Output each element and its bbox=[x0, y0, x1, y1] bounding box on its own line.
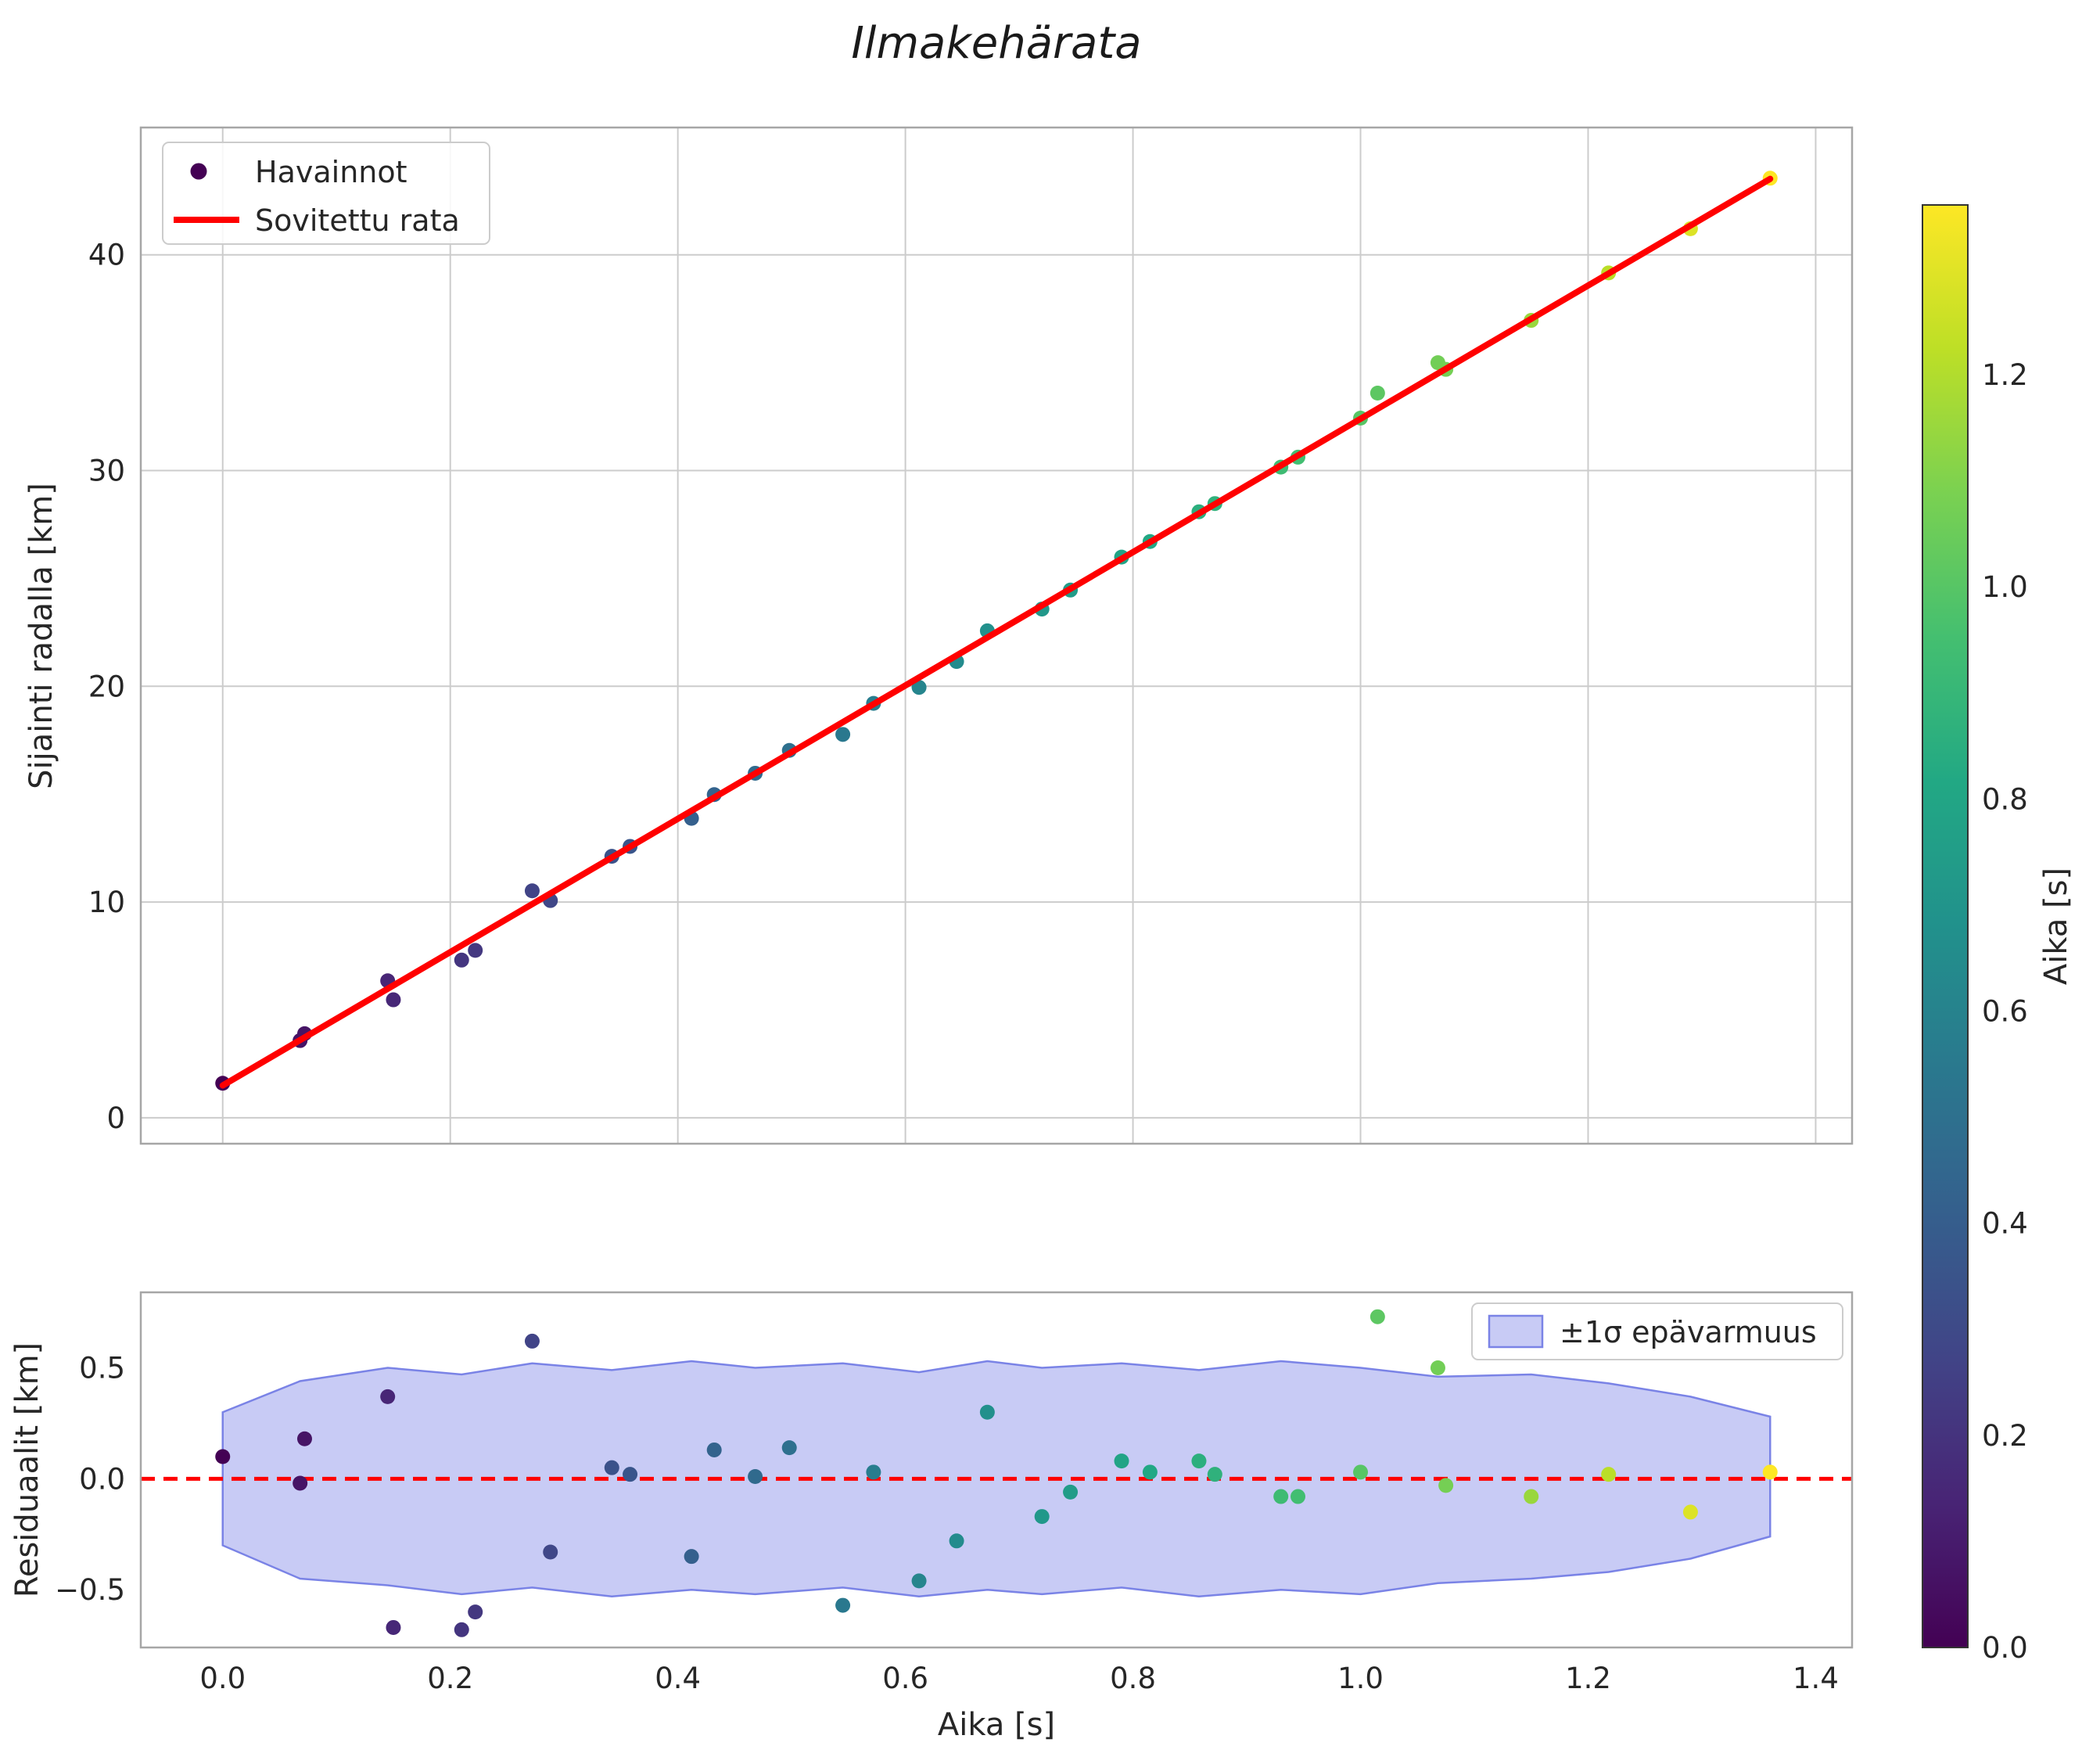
residual-point bbox=[468, 1604, 483, 1620]
colorbar-gradient bbox=[1922, 204, 1969, 1648]
main-legend: Havainnot Sovitettu rata bbox=[162, 142, 490, 245]
legend-label-fit: Sovitettu rata bbox=[255, 203, 460, 238]
residual-point bbox=[781, 1440, 797, 1456]
residual-point bbox=[386, 1619, 401, 1635]
residual-point bbox=[706, 1442, 722, 1457]
residual-point bbox=[380, 1389, 396, 1404]
residual-point bbox=[835, 1597, 851, 1613]
residual-point bbox=[1063, 1484, 1079, 1500]
x-tick-label: 0.2 bbox=[427, 1662, 473, 1695]
colorbar-tick-label: 1.0 bbox=[1982, 570, 2028, 604]
legend-scatter-marker bbox=[190, 163, 207, 180]
residual-point bbox=[949, 1533, 964, 1549]
main-tick-labels: 0 10 20 30 40 bbox=[88, 239, 125, 1135]
main-y-axis-label: Sijainti radalla [km] bbox=[23, 483, 59, 789]
x-tick-label: 1.0 bbox=[1337, 1662, 1384, 1695]
main-gridlines bbox=[141, 128, 1852, 1144]
residual-point bbox=[1438, 1478, 1454, 1493]
x-tick-label: 0.6 bbox=[882, 1662, 928, 1695]
data-point bbox=[835, 727, 851, 742]
residual-point bbox=[1762, 1464, 1778, 1480]
colorbar-tick-label: 0.2 bbox=[1982, 1419, 2028, 1453]
residual-point bbox=[1142, 1464, 1158, 1480]
data-point bbox=[911, 680, 927, 695]
residual-tick-labels: −0.5 0.0 0.5 0.0 0.2 0.4 0.6 0.8 1.0 1.2 1.4 bbox=[55, 1351, 1839, 1695]
chart-title: Ilmakehärata bbox=[851, 18, 1141, 69]
residual-point bbox=[296, 1431, 312, 1446]
residual-point bbox=[1524, 1489, 1539, 1504]
residual-point bbox=[1034, 1509, 1050, 1525]
data-point bbox=[454, 952, 469, 968]
residual-point bbox=[293, 1475, 308, 1491]
y-tick-label: 0.0 bbox=[79, 1462, 125, 1496]
residual-point bbox=[684, 1549, 699, 1565]
residual-point bbox=[1191, 1453, 1207, 1469]
residual-point bbox=[866, 1464, 881, 1480]
x-tick-label: 0.8 bbox=[1110, 1662, 1156, 1695]
residual-y-axis-label: Residuaalit [km] bbox=[9, 1342, 45, 1597]
y-tick-label: 10 bbox=[88, 886, 125, 919]
residual-point bbox=[454, 1622, 469, 1637]
residual-point bbox=[911, 1573, 927, 1589]
colorbar-tick-label: 0.8 bbox=[1982, 782, 2028, 816]
residual-point bbox=[1273, 1489, 1289, 1504]
y-tick-label: 40 bbox=[88, 239, 125, 272]
residual-point bbox=[1430, 1360, 1445, 1375]
residual-point bbox=[215, 1449, 231, 1464]
data-point bbox=[386, 992, 401, 1008]
fitted-line bbox=[219, 175, 1774, 1089]
colorbar-tick-label: 0.0 bbox=[1982, 1631, 2028, 1665]
x-tick-label: 1.4 bbox=[1793, 1662, 1839, 1695]
residual-point bbox=[979, 1404, 995, 1420]
legend-label-observations: Havainnot bbox=[255, 155, 407, 189]
residual-point bbox=[1291, 1489, 1306, 1504]
y-tick-label: 30 bbox=[88, 455, 125, 488]
uncertainty-band bbox=[221, 1360, 1772, 1597]
y-tick-label: −0.5 bbox=[55, 1573, 125, 1607]
data-point bbox=[468, 943, 483, 958]
residual-point bbox=[1207, 1467, 1222, 1482]
legend-label-band: ±1σ epävarmuus bbox=[1560, 1315, 1817, 1349]
x-axis-label: Aika [s] bbox=[938, 1707, 1055, 1743]
colorbar-tick-label: 1.2 bbox=[1982, 358, 2028, 392]
residual-point bbox=[1353, 1464, 1369, 1480]
residual-legend: ±1σ epävarmuus bbox=[1471, 1302, 1843, 1360]
colorbar: 0.0 0.2 0.4 0.6 0.8 1.0 1.2 Aika [s] bbox=[1922, 204, 2074, 1665]
residual-point bbox=[1682, 1504, 1698, 1520]
data-point bbox=[524, 883, 540, 899]
data-point bbox=[1369, 386, 1385, 401]
residual-point bbox=[524, 1333, 540, 1349]
colorbar-label: Aika [s] bbox=[2038, 868, 2074, 985]
legend-band-patch bbox=[1488, 1314, 1544, 1349]
y-tick-label: 0.5 bbox=[79, 1351, 125, 1385]
x-tick-label: 0.4 bbox=[655, 1662, 701, 1695]
residual-point bbox=[604, 1460, 619, 1475]
colorbar-tick-label: 0.6 bbox=[1982, 994, 2028, 1028]
y-tick-label: 20 bbox=[88, 670, 125, 703]
residual-point bbox=[748, 1469, 763, 1485]
residual-point bbox=[1369, 1309, 1385, 1324]
y-tick-label: 0 bbox=[106, 1101, 125, 1135]
x-tick-label: 1.2 bbox=[1565, 1662, 1611, 1695]
residual-point bbox=[543, 1544, 558, 1560]
residual-scatter-points bbox=[215, 1309, 1778, 1637]
main-axes-frame bbox=[139, 126, 1854, 1145]
residual-point bbox=[623, 1467, 638, 1482]
colorbar-tick-label: 0.4 bbox=[1982, 1207, 2028, 1241]
residual-point bbox=[1114, 1453, 1129, 1469]
residual-point bbox=[1601, 1467, 1617, 1482]
x-tick-label: 0.0 bbox=[199, 1662, 246, 1695]
legend-box bbox=[162, 142, 490, 245]
residual-axes-frame bbox=[139, 1291, 1854, 1649]
colorbar-tick-labels: 0.0 0.2 0.4 0.6 0.8 1.0 1.2 bbox=[1982, 358, 2028, 1665]
legend-box bbox=[1471, 1302, 1843, 1360]
